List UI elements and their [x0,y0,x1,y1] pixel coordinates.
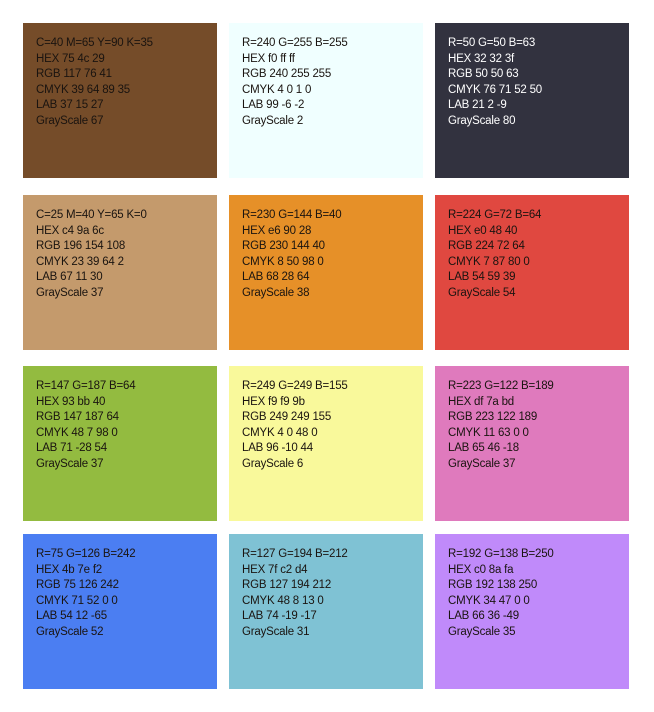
cmyk-value: CMYK 7 87 80 0 [448,255,530,268]
rgb-value: RGB 147 187 64 [36,411,119,424]
grayscale-value: GrayScale 6 [242,457,304,470]
color-spec: R=75 G=126 B=242 [36,548,136,560]
cmyk-value: CMYK 48 8 13 0 [242,594,324,607]
hex-value: HEX 4b 7e f2 [36,563,103,576]
color-spec: C=40 M=65 Y=90 K=35 [36,37,153,49]
hex-value: HEX f9 f9 9b [242,395,305,408]
hex-value: HEX e0 48 40 [448,224,518,237]
color-swatch: R=240 G=255 B=255 HEX f0 ff ff RGB 240 255… [229,23,423,178]
color-spec: R=192 G=138 B=250 [448,548,554,560]
color-spec: R=50 G=50 B=63 [448,37,536,49]
grayscale-value: GrayScale 38 [242,286,310,299]
color-spec: R=223 G=122 B=189 [448,380,554,392]
color-swatch: R=249 G=249 B=155 HEX f9 f9 9b RGB 249 249… [229,366,423,521]
grayscale-value: GrayScale 37 [448,457,516,470]
rgb-value: RGB 224 72 64 [448,240,525,253]
lab-value: LAB 54 12 -65 [36,610,107,623]
color-spec: R=230 G=144 B=40 [242,209,342,221]
rgb-value: RGB 249 249 155 [242,411,332,424]
grayscale-value: GrayScale 37 [36,286,104,299]
grayscale-value: GrayScale 67 [36,114,104,127]
lab-value: LAB 66 36 -49 [448,610,519,623]
rgb-value: RGB 230 144 40 [242,240,325,253]
grayscale-value: GrayScale 35 [448,625,516,638]
color-swatch: R=50 G=50 B=63 HEX 32 32 3f RGB 50 50 63 CM… [435,23,629,178]
color-spec: R=147 G=187 B=64 [36,380,136,392]
color-swatch: R=223 G=122 B=189 HEX df 7a bd RGB 223 122… [435,366,629,521]
rgb-value: RGB 196 154 108 [36,240,126,253]
hex-value: HEX e6 90 28 [242,224,312,237]
color-swatch: R=230 G=144 B=40 HEX e6 90 28 RGB 230 144 … [229,195,423,350]
cmyk-value: CMYK 23 39 64 2 [36,255,124,268]
grayscale-value: GrayScale 52 [36,625,104,638]
rgb-value: RGB 117 76 41 [36,68,112,81]
color-spec: R=127 G=194 B=212 [242,548,348,560]
hex-value: HEX c4 9a 6c [36,224,104,237]
color-spec: R=224 G=72 B=64 [448,209,542,221]
hex-value: HEX c0 8a fa [448,563,514,576]
hex-value: HEX 32 32 3f [448,52,515,65]
grayscale-value: GrayScale 54 [448,286,516,299]
color-swatch: R=127 G=194 B=212 HEX 7f c2 d4 RGB 127 194… [229,534,423,689]
grayscale-value: GrayScale 2 [242,114,304,127]
grayscale-value: GrayScale 31 [242,625,310,638]
rgb-value: RGB 192 138 250 [448,579,538,592]
lab-value: LAB 54 59 39 [448,271,516,284]
cmyk-value: CMYK 39 64 89 35 [36,83,130,96]
cmyk-value: CMYK 4 0 1 0 [242,83,312,96]
color-swatch: R=147 G=187 B=64 HEX 93 bb 40 RGB 147 187 … [23,366,217,521]
lab-value: LAB 37 15 27 [36,99,104,112]
cmyk-value: CMYK 11 63 0 0 [448,426,529,439]
color-swatch: R=75 G=126 B=242 HEX 4b 7e f2 RGB 75 126 2… [23,534,217,689]
color-spec: R=240 G=255 B=255 [242,37,348,49]
color-spec: R=249 G=249 B=155 [242,380,348,392]
rgb-value: RGB 75 126 242 [36,579,119,592]
lab-value: LAB 67 11 30 [36,271,103,284]
cmyk-value: CMYK 8 50 98 0 [242,255,324,268]
lab-value: LAB 21 2 -9 [448,99,507,112]
color-swatch: R=192 G=138 B=250 HEX c0 8a fa RGB 192 138… [435,534,629,689]
color-swatch: C=25 M=40 Y=65 K=0 HEX c4 9a 6c RGB 196 15… [23,195,217,350]
lab-value: LAB 96 -10 44 [242,442,313,455]
hex-value: HEX 7f c2 d4 [242,563,308,576]
cmyk-value: CMYK 48 7 98 0 [36,426,118,439]
cmyk-value: CMYK 4 0 48 0 [242,426,318,439]
lab-value: LAB 74 -19 -17 [242,610,317,623]
hex-value: HEX f0 ff ff [242,52,295,65]
hex-value: HEX 93 bb 40 [36,395,106,408]
rgb-value: RGB 240 255 255 [242,68,332,81]
cmyk-value: CMYK 76 71 52 50 [448,83,542,96]
lab-value: LAB 68 28 64 [242,271,310,284]
cmyk-value: CMYK 34 47 0 0 [448,594,530,607]
lab-value: LAB 99 -6 -2 [242,99,305,112]
grayscale-value: GrayScale 37 [36,457,104,470]
lab-value: LAB 65 46 -18 [448,442,519,455]
color-swatch: R=224 G=72 B=64 HEX e0 48 40 RGB 224 72 64… [435,195,629,350]
cmyk-value: CMYK 71 52 0 0 [36,594,118,607]
hex-value: HEX 75 4c 29 [36,52,105,65]
grayscale-value: GrayScale 80 [448,114,516,127]
hex-value: HEX df 7a bd [448,395,515,408]
rgb-value: RGB 50 50 63 [448,68,519,81]
color-swatch: C=40 M=65 Y=90 K=35 HEX 75 4c 29 RGB 117 7… [23,23,217,178]
rgb-value: RGB 223 122 189 [448,411,538,424]
color-spec: C=25 M=40 Y=65 K=0 [36,209,147,221]
rgb-value: RGB 127 194 212 [242,579,332,592]
lab-value: LAB 71 -28 54 [36,442,107,455]
